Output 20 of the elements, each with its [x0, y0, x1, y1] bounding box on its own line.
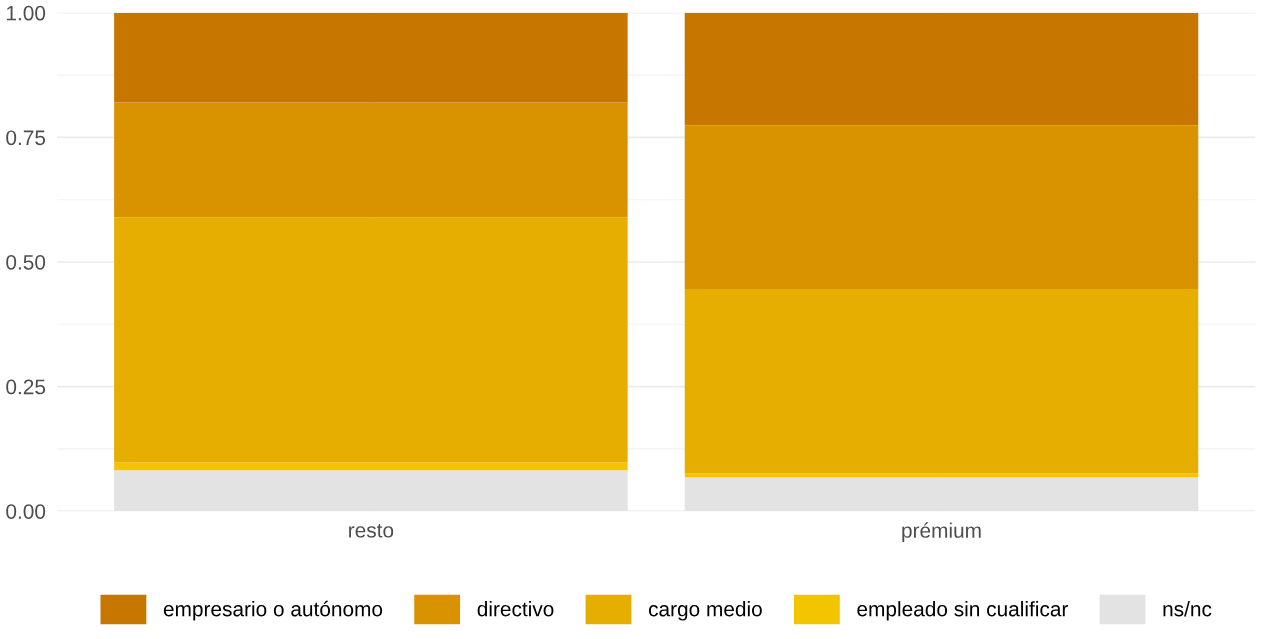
y-tick-label: 0.25: [6, 379, 46, 395]
bar: [684, 12, 1199, 126]
legend-label: directivo: [477, 601, 554, 617]
bar: [684, 125, 1199, 289]
bar: [684, 288, 1199, 474]
y-tick-label: 0.75: [6, 130, 46, 146]
legend-label: ns/nc: [1163, 601, 1212, 617]
bar: [114, 462, 628, 471]
x-tick-label: resto: [349, 523, 394, 538]
y-tick-label: 1.00: [6, 5, 46, 21]
bar: [114, 102, 628, 218]
y-tick-label: 0.50: [6, 254, 46, 270]
legend-label: cargo medio: [648, 601, 762, 621]
legend-label: empresario o autónomo: [163, 600, 383, 621]
bar: [114, 12, 628, 103]
bar: [114, 217, 628, 463]
bar: [684, 473, 1199, 478]
y-tick-label: 0.00: [6, 504, 46, 519]
legend-label: empleado sin cualificar: [857, 601, 1069, 621]
x-tick-label: prémium: [902, 522, 981, 542]
